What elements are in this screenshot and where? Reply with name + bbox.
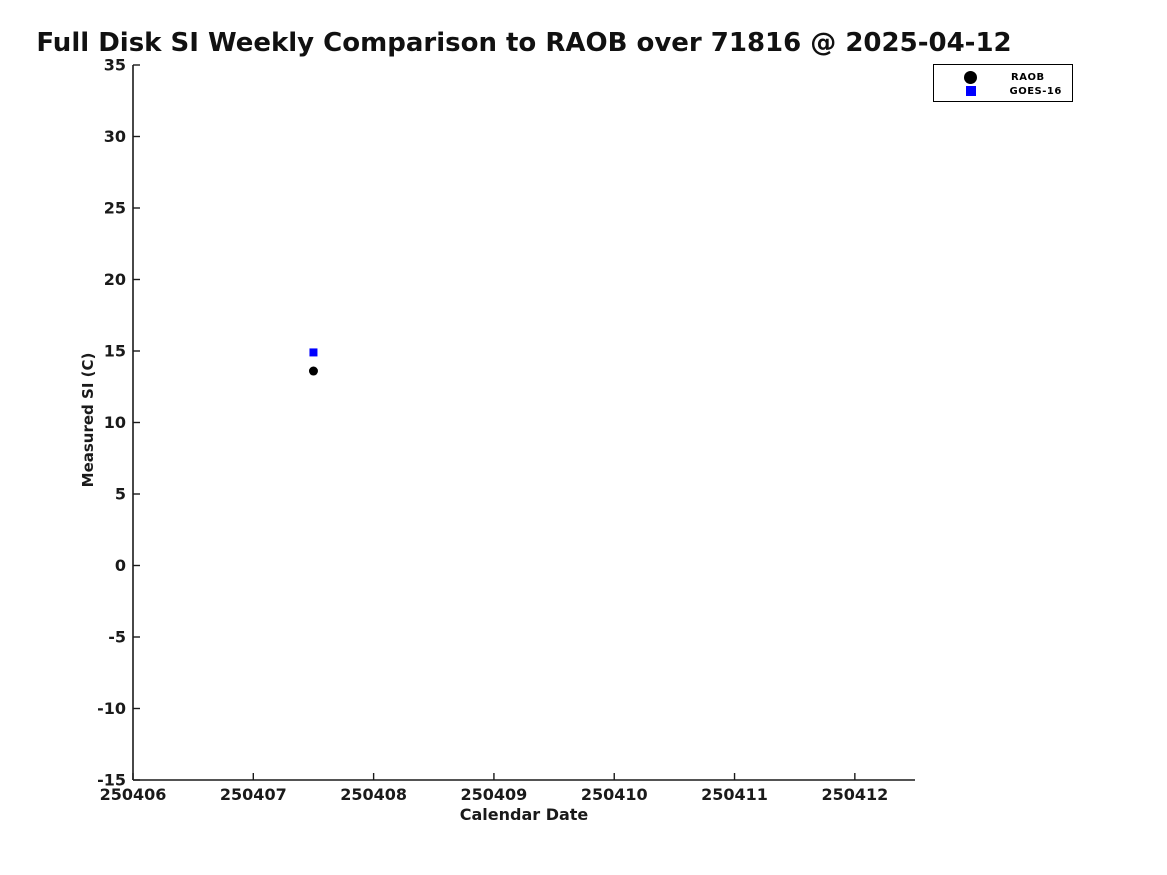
raob-circle-marker-icon (964, 70, 977, 84)
y-axis-label: Measured SI (C) (79, 352, 97, 488)
x-tick-label: 250408 (340, 785, 407, 804)
x-tick-label: 250412 (821, 785, 888, 804)
y-tick-label: 15 (104, 342, 126, 361)
legend-label-goes16: GOES-16 (1009, 85, 1062, 97)
y-tick-label: 20 (104, 270, 126, 289)
x-tick-label: 250406 (100, 785, 167, 804)
legend-label-raob: RAOB (1011, 71, 1045, 83)
y-tick-label: -10 (97, 699, 126, 718)
y-tick-label: 0 (115, 556, 126, 575)
y-tick-label: -5 (108, 628, 126, 647)
legend-item-goes16: GOES-16 (934, 84, 1072, 98)
x-axis-label: Calendar Date (459, 805, 589, 824)
y-tick-label: -15 (97, 771, 126, 790)
legend: RAOB GOES-16 (933, 64, 1073, 102)
chart-title: Full Disk SI Weekly Comparison to RAOB o… (36, 28, 1012, 58)
y-tick-label: 25 (104, 199, 126, 218)
x-tick-label: 250410 (581, 785, 648, 804)
y-tick-label: 35 (104, 56, 126, 75)
x-tick-label: 250411 (701, 785, 768, 804)
legend-item-raob: RAOB (934, 70, 1072, 84)
goes-16-square-marker-icon (965, 86, 976, 96)
y-tick-label: 30 (104, 127, 126, 146)
x-tick-label: 250407 (220, 785, 287, 804)
y-tick-label: 5 (115, 485, 126, 504)
y-tick-label: 10 (104, 413, 126, 432)
data-point-raob (308, 366, 318, 376)
x-tick-label: 250409 (461, 785, 528, 804)
data-point-goes-16 (309, 348, 318, 357)
